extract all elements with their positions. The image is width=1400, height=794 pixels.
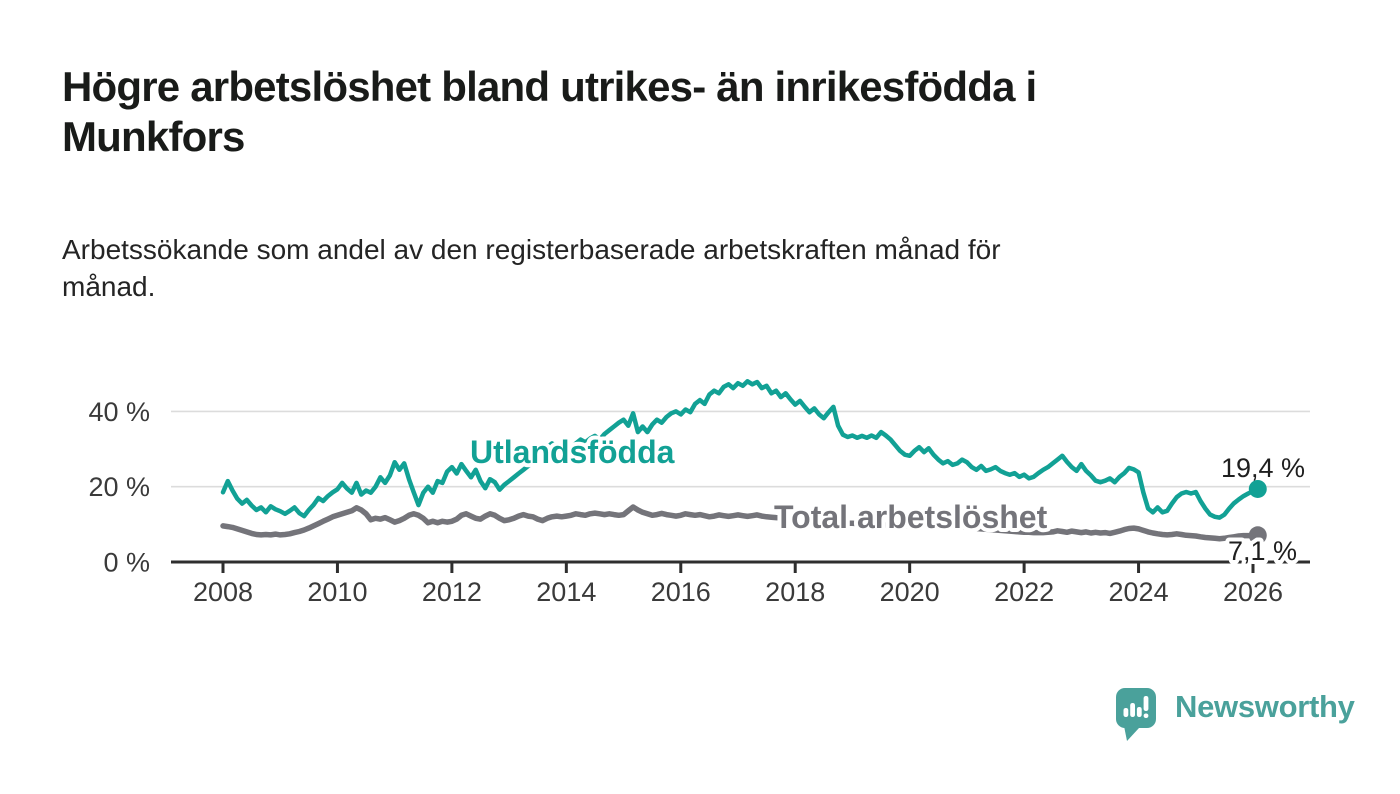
x-tick-label: 2012: [422, 577, 482, 607]
page-title-line1: Högre arbetslöshet bland utrikes- än inr…: [62, 63, 1037, 110]
x-axis: [171, 560, 1310, 573]
data-series: [220, 379, 1267, 545]
logo-bubble: [1116, 688, 1156, 728]
series-label-utlandsfodda: Utlandsfödda: [470, 434, 675, 470]
y-tick-label: 40 %: [88, 397, 150, 427]
newsworthy-logo: Newsworthy: [1116, 686, 1355, 742]
x-tick-label: 2016: [651, 577, 711, 607]
x-tick-label: 2018: [765, 577, 825, 607]
x-tick-label: 2014: [536, 577, 596, 607]
x-tick-label: 2008: [193, 577, 253, 607]
x-tick-label: 2026: [1223, 577, 1283, 607]
chart-subtitle-line1: Arbetssökande som andel av den registerb…: [62, 234, 1001, 265]
x-tick-label: 2024: [1109, 577, 1169, 607]
page-title: Högre arbetslöshet bland utrikes- än inr…: [62, 62, 1272, 162]
y-tick-label: 0 %: [103, 548, 150, 578]
series-line-utlandsfodda: [220, 379, 1261, 520]
newsworthy-logo-text: Newsworthy: [1175, 689, 1355, 724]
end-value-utlandsfodda: 19,4 %: [1221, 453, 1305, 483]
logo-bubble-tail: [1124, 726, 1139, 741]
series-label-total: Total arbetslöshet: [774, 499, 1048, 535]
y-tick-label: 20 %: [88, 472, 150, 502]
tick-labels: 0 % 20 % 40 % 2008 2010 2012 2014 2016 2018 2020 2…: [88, 397, 1283, 607]
x-tick-label: 2020: [880, 577, 940, 607]
newsworthy-logo-icon: [1116, 688, 1156, 741]
x-tick-label: 2010: [307, 577, 367, 607]
logo-bars-icon: [1123, 696, 1149, 718]
gridlines: [171, 410, 1310, 488]
chart-subtitle: Arbetssökande som andel av den registerb…: [62, 231, 1302, 305]
end-value-total: 7,1 %: [1228, 536, 1297, 566]
page-title-line2: Munkfors: [62, 113, 245, 160]
series-end-dot: [1248, 526, 1267, 545]
series-line-total: [220, 504, 1261, 542]
series-end-dot: [1248, 479, 1267, 498]
chart-subtitle-line2: månad.: [62, 271, 156, 302]
x-tick-label: 2022: [994, 577, 1054, 607]
